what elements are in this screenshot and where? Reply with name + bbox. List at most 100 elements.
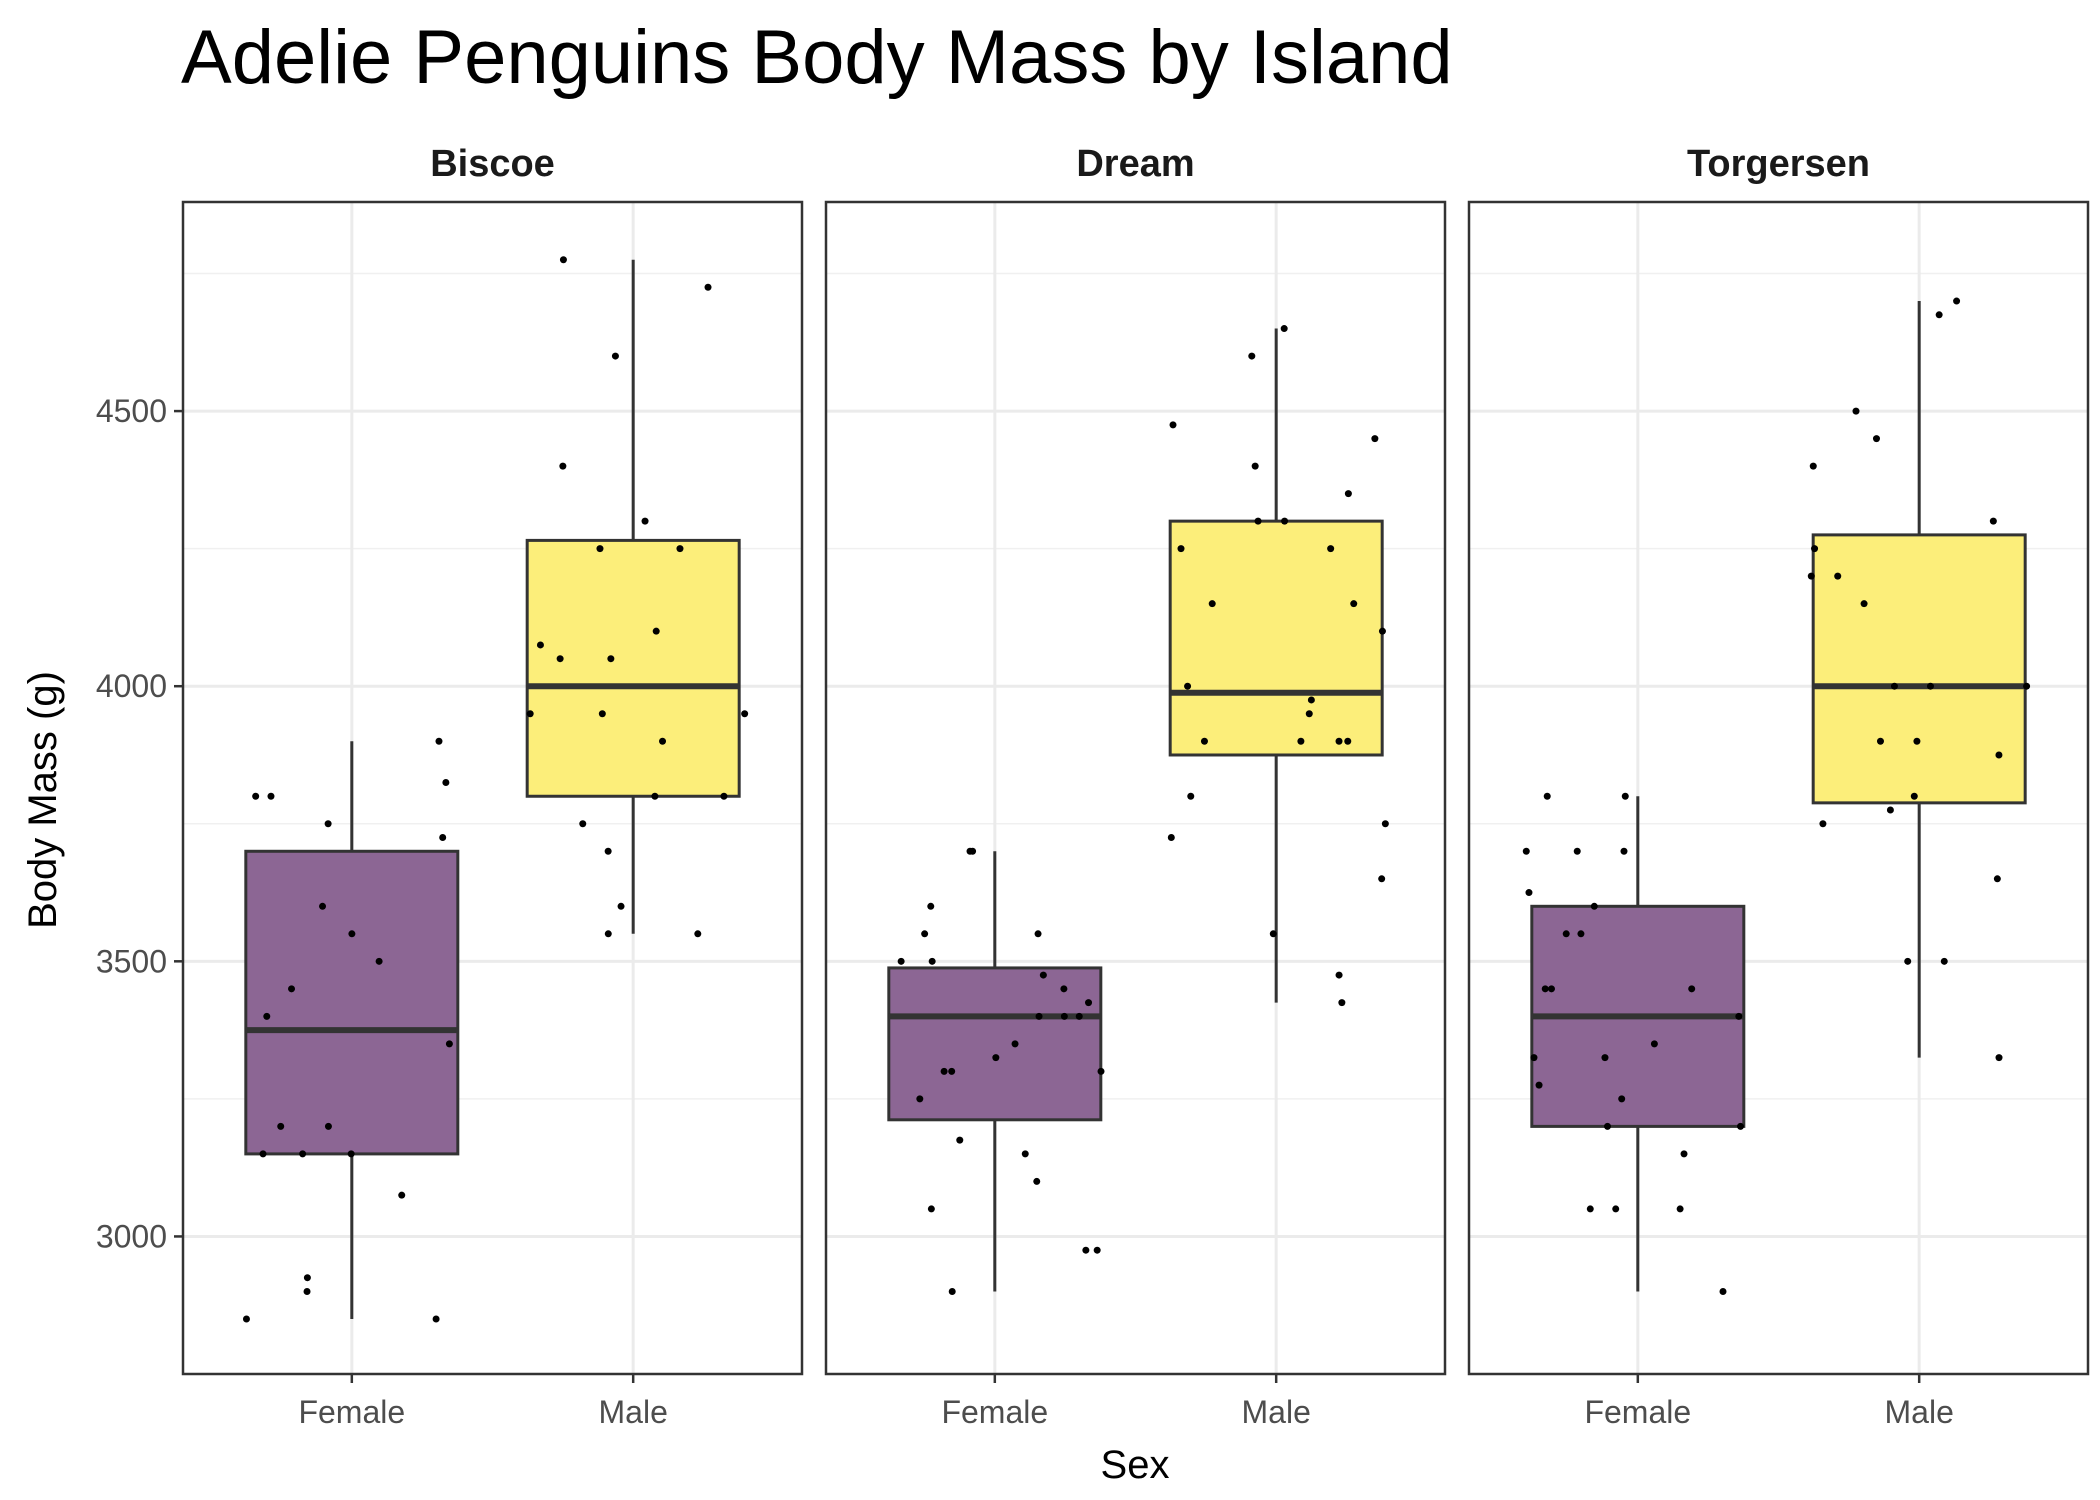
data-point: [319, 902, 327, 910]
data-point: [1562, 930, 1570, 938]
x-tick-label: Male: [1242, 1394, 1311, 1430]
data-point: [1251, 462, 1259, 470]
data-point: [1280, 325, 1288, 333]
data-point: [676, 545, 684, 553]
data-point: [1601, 1054, 1609, 1062]
data-point: [252, 792, 260, 800]
data-point: [1834, 572, 1842, 580]
data-point: [1910, 792, 1918, 800]
data-point: [1890, 682, 1898, 690]
data-point: [1618, 1095, 1626, 1103]
x-axis-title: Sex: [1101, 1443, 1170, 1487]
panel-border: [181, 200, 804, 1376]
data-point: [1378, 627, 1386, 635]
data-point: [303, 1287, 311, 1295]
y-tick-label: 4500: [96, 393, 167, 429]
data-point: [579, 820, 587, 828]
facet-label: Dream: [1076, 143, 1194, 185]
data-point: [694, 930, 702, 938]
data-point: [596, 545, 604, 553]
data-point: [1525, 889, 1533, 897]
data-point: [1809, 462, 1817, 470]
data-point: [559, 256, 567, 264]
panel-border: [824, 200, 1447, 1376]
data-point: [1305, 710, 1313, 718]
data-point: [948, 1067, 956, 1075]
data-point: [916, 1095, 924, 1103]
data-point: [1577, 930, 1585, 938]
y-tick-label: 3000: [96, 1218, 167, 1254]
data-point: [1344, 490, 1352, 498]
data-point: [652, 627, 660, 635]
data-point: [611, 352, 619, 360]
box-female: [244, 741, 460, 1319]
data-point: [1604, 1122, 1612, 1130]
data-point: [1680, 1150, 1688, 1158]
data-point: [1612, 1205, 1620, 1213]
data-point: [948, 1287, 956, 1295]
data-point: [1085, 999, 1093, 1007]
data-point: [1620, 847, 1628, 855]
data-point: [1913, 737, 1921, 745]
data-point: [1169, 421, 1177, 429]
data-point: [956, 1136, 964, 1144]
data-point: [641, 517, 649, 525]
facet-label: Biscoe: [430, 143, 555, 185]
data-point: [1011, 1040, 1019, 1048]
data-point: [1254, 517, 1262, 525]
data-point: [1953, 297, 1961, 305]
data-point: [435, 737, 443, 745]
data-point: [288, 985, 296, 993]
data-point: [277, 1122, 285, 1130]
box-male: [1811, 301, 2027, 1058]
data-point: [928, 957, 936, 965]
data-point: [1208, 600, 1216, 608]
data-point: [536, 641, 544, 649]
data-point: [1248, 352, 1256, 360]
data-point: [659, 737, 667, 745]
data-point: [927, 1205, 935, 1213]
box-female: [1530, 796, 1746, 1292]
box-iqr: [887, 966, 1103, 1122]
data-point: [1082, 1246, 1090, 1254]
data-point: [1535, 1081, 1543, 1089]
data-point: [1688, 985, 1696, 993]
x-tick-label: Male: [599, 1394, 668, 1430]
panel-background: [826, 202, 1445, 1374]
data-point: [299, 1150, 307, 1158]
data-point: [556, 655, 564, 663]
data-point: [432, 1315, 440, 1323]
data-point: [267, 792, 275, 800]
data-point: [651, 792, 659, 800]
data-point: [1371, 435, 1379, 443]
data-point: [526, 710, 534, 718]
data-point: [1876, 737, 1884, 745]
data-point: [1039, 971, 1047, 979]
panel-border: [1467, 200, 2090, 1376]
data-point: [1650, 1040, 1658, 1048]
data-point: [1269, 930, 1277, 938]
data-point: [1097, 1067, 1105, 1075]
data-point: [1872, 435, 1880, 443]
data-point: [1200, 737, 1208, 745]
y-axis-title: Body Mass (g): [21, 671, 65, 929]
data-point: [604, 847, 612, 855]
box-iqr: [1811, 533, 2027, 805]
data-point: [897, 957, 905, 965]
data-point: [1307, 696, 1315, 704]
data-point: [1543, 792, 1551, 800]
data-point: [263, 1012, 271, 1020]
data-point: [1060, 1012, 1068, 1020]
data-point: [1811, 545, 1819, 553]
data-point: [1167, 834, 1175, 842]
data-point: [445, 1040, 453, 1048]
data-point: [1676, 1205, 1684, 1213]
box-male: [525, 259, 741, 934]
data-point: [604, 930, 612, 938]
data-point: [927, 902, 935, 910]
facet-dream: Dream Female Male: [824, 143, 1447, 1430]
data-point: [1344, 737, 1352, 745]
data-point: [1335, 737, 1343, 745]
data-point: [559, 462, 567, 470]
